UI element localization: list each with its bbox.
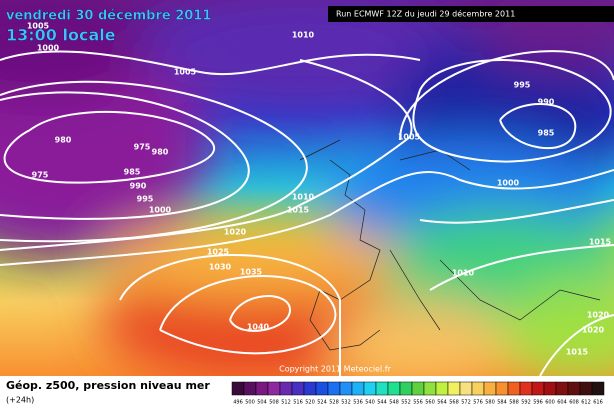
legend-swatch: [567, 381, 581, 396]
legend-label: 568: [449, 400, 459, 406]
legend-label: 612: [581, 400, 591, 406]
isobar-label: 975: [32, 171, 49, 180]
legend-swatch: [459, 381, 473, 396]
legend-label: 536: [353, 400, 363, 406]
legend-label: 508: [269, 400, 279, 406]
legend-swatch: [423, 381, 437, 396]
legend-label: 524: [317, 400, 327, 406]
map-area: Run ECMWF 12Z du jeudi 29 décembre 2011 …: [0, 0, 614, 376]
legend-swatch: [267, 381, 281, 396]
isobar-label: 990: [538, 98, 555, 107]
isobar-label: 1000: [149, 206, 172, 215]
isobar-label: 985: [124, 168, 141, 177]
legend-label: 592: [521, 400, 531, 406]
isobar-label: 975: [134, 143, 151, 152]
legend-label: 552: [401, 400, 411, 406]
legend-swatch: [471, 381, 485, 396]
legend-swatch: [291, 381, 305, 396]
forecast-time: 13:00 locale: [6, 26, 116, 45]
legend-label: 532: [341, 400, 351, 406]
isobar-label: 1005: [174, 68, 197, 77]
isobar-label: 1025: [207, 248, 230, 257]
legend-label: 600: [545, 400, 555, 406]
run-info: Run ECMWF 12Z du jeudi 29 décembre 2011: [336, 9, 515, 19]
legend-label: 604: [557, 400, 567, 406]
legend-swatch: [375, 381, 389, 396]
legend-swatch: [495, 381, 509, 396]
isobar-label: 1000: [37, 44, 60, 53]
legend-label: 588: [509, 400, 519, 406]
isobar-label: 1010: [452, 269, 475, 278]
legend-label: 616: [593, 400, 603, 406]
legend-label: 596: [533, 400, 543, 406]
legend-swatch: [339, 381, 353, 396]
isobar-label: 980: [55, 136, 72, 145]
legend-swatch: [279, 381, 293, 396]
legend-label: 572: [461, 400, 471, 406]
legend-label: 576: [473, 400, 483, 406]
isobar-label: 1035: [240, 268, 263, 277]
legend-swatch: [231, 381, 245, 396]
isobar-label: 1040: [247, 323, 270, 332]
legend-swatch: [555, 381, 569, 396]
legend-label: 548: [389, 400, 399, 406]
legend-swatch: [507, 381, 521, 396]
legend-swatch: [327, 381, 341, 396]
legend-label: 540: [365, 400, 375, 406]
legend-label: 544: [377, 400, 387, 406]
legend-label: 512: [281, 400, 291, 406]
legend-label: 608: [569, 400, 579, 406]
legend-swatch: [435, 381, 449, 396]
legend-swatch: [363, 381, 377, 396]
isobar-label: 1015: [589, 238, 612, 247]
legend-label: 504: [257, 400, 267, 406]
legend-swatch: [543, 381, 557, 396]
isobar-label: 1030: [209, 263, 232, 272]
isobar-label: 1020: [582, 326, 605, 335]
legend-label: 584: [497, 400, 507, 406]
legend-label: 580: [485, 400, 495, 406]
legend-swatch: [315, 381, 329, 396]
legend-swatch: [447, 381, 461, 396]
legend-label: 516: [293, 400, 303, 406]
legend-lead: (+24h): [6, 396, 34, 405]
isobar-label: 1020: [587, 311, 610, 320]
legend-label: 496: [233, 400, 243, 406]
isobar-label: 1000: [497, 179, 520, 188]
isobar-label: 985: [538, 129, 555, 138]
legend-swatch: [531, 381, 545, 396]
legend-swatch: [399, 381, 413, 396]
isobar-label: 1005: [398, 133, 421, 142]
legend-label: 560: [425, 400, 435, 406]
legend-label: 520: [305, 400, 315, 406]
isobar-label: 1010: [292, 193, 315, 202]
isobar-label: 980: [152, 148, 169, 157]
legend-label: 556: [413, 400, 423, 406]
legend-swatch: [579, 381, 593, 396]
isobar-label: 1020: [224, 228, 247, 237]
isobar-label: 1015: [287, 206, 310, 215]
legend-swatch: [591, 381, 605, 396]
isobar-label: 995: [514, 81, 531, 90]
legend-swatch: [255, 381, 269, 396]
legend-swatch: [351, 381, 365, 396]
copyright: Copyright 2011 Meteociel.fr: [279, 365, 391, 374]
legend-title: Géop. z500, pression niveau mer: [6, 379, 210, 392]
legend-label: 500: [245, 400, 255, 406]
legend-swatch: [243, 381, 257, 396]
isobar-label: 990: [130, 182, 147, 191]
legend-swatch: [411, 381, 425, 396]
isobar-label: 1005: [27, 22, 50, 31]
isobar-label: 1015: [566, 348, 589, 357]
forecast-date: vendredi 30 décembre 2011: [6, 9, 211, 24]
legend-label: 564: [437, 400, 447, 406]
legend-label: 528: [329, 400, 339, 406]
legend-swatch: [483, 381, 497, 396]
isobar-label: 1010: [292, 31, 315, 40]
legend-swatch: [519, 381, 533, 396]
isobar-label: 995: [137, 195, 154, 204]
legend-swatch: [387, 381, 401, 396]
legend-swatch: [303, 381, 317, 396]
